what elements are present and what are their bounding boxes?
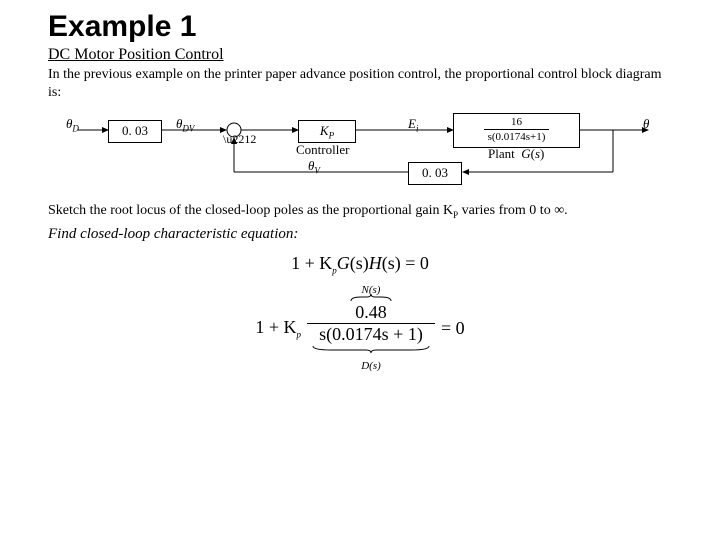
label-theta-v: θV — [308, 158, 320, 176]
page-title: Example 1 — [48, 10, 720, 44]
section-subtitle: DC Motor Position Control — [48, 46, 720, 64]
equation-2: 1 + Kp N(s) 0.48 s(0.0174s + 1) D(s) = 0 — [0, 284, 720, 374]
label-controller: Controller — [296, 142, 349, 158]
label-theta-d: θD — [66, 116, 79, 134]
equation-1: 1 + KpG(s)H(s) = 0 — [0, 253, 720, 276]
equations: 1 + KpG(s)H(s) = 0 1 + Kp N(s) 0.48 s(0.… — [0, 253, 720, 374]
label-plant: Plant G(s) — [488, 146, 544, 162]
block-plant: 16 s(0.0174s+1) — [453, 113, 580, 148]
find-text: Find closed-loop characteristic equation… — [48, 226, 668, 243]
block-gain-1: 0. 03 — [108, 120, 162, 143]
intro-text: In the previous example on the printer p… — [48, 66, 668, 102]
block-kp: KP — [298, 120, 356, 143]
block-diagram: \u2212 θD 0. 03 θDV KP Controller θV Ei … — [48, 110, 668, 195]
label-theta-out: θ — [643, 116, 649, 132]
task-text: Sketch the root locus of the closed-loop… — [48, 203, 668, 220]
label-theta-dv: θDV — [176, 116, 194, 134]
label-ei: Ei — [408, 116, 418, 134]
block-feedback: 0. 03 — [408, 162, 462, 185]
svg-text:\u2212: \u2212 — [223, 132, 256, 146]
